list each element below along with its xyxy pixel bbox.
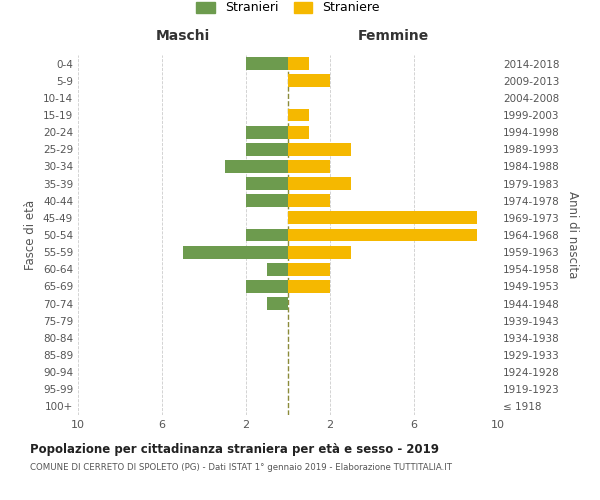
- Bar: [267, 297, 288, 310]
- Bar: [288, 57, 309, 70]
- Bar: [183, 246, 288, 258]
- Bar: [246, 194, 288, 207]
- Bar: [288, 160, 330, 173]
- Text: COMUNE DI CERRETO DI SPOLETO (PG) - Dati ISTAT 1° gennaio 2019 - Elaborazione TU: COMUNE DI CERRETO DI SPOLETO (PG) - Dati…: [30, 462, 452, 471]
- Y-axis label: Fasce di età: Fasce di età: [25, 200, 37, 270]
- Bar: [288, 74, 330, 87]
- Legend: Stranieri, Straniere: Stranieri, Straniere: [191, 0, 385, 20]
- Bar: [288, 212, 477, 224]
- Text: Popolazione per cittadinanza straniera per età e sesso - 2019: Popolazione per cittadinanza straniera p…: [30, 442, 439, 456]
- Bar: [288, 263, 330, 276]
- Bar: [246, 177, 288, 190]
- Bar: [246, 57, 288, 70]
- Bar: [288, 108, 309, 122]
- Bar: [288, 143, 351, 156]
- Bar: [246, 280, 288, 293]
- Bar: [288, 126, 309, 138]
- Bar: [288, 246, 351, 258]
- Bar: [246, 143, 288, 156]
- Text: Maschi: Maschi: [156, 29, 210, 43]
- Bar: [288, 177, 351, 190]
- Bar: [246, 228, 288, 241]
- Y-axis label: Anni di nascita: Anni di nascita: [566, 192, 579, 278]
- Bar: [288, 228, 477, 241]
- Text: Femmine: Femmine: [358, 29, 428, 43]
- Bar: [225, 160, 288, 173]
- Bar: [288, 280, 330, 293]
- Bar: [288, 194, 330, 207]
- Bar: [267, 263, 288, 276]
- Bar: [246, 126, 288, 138]
